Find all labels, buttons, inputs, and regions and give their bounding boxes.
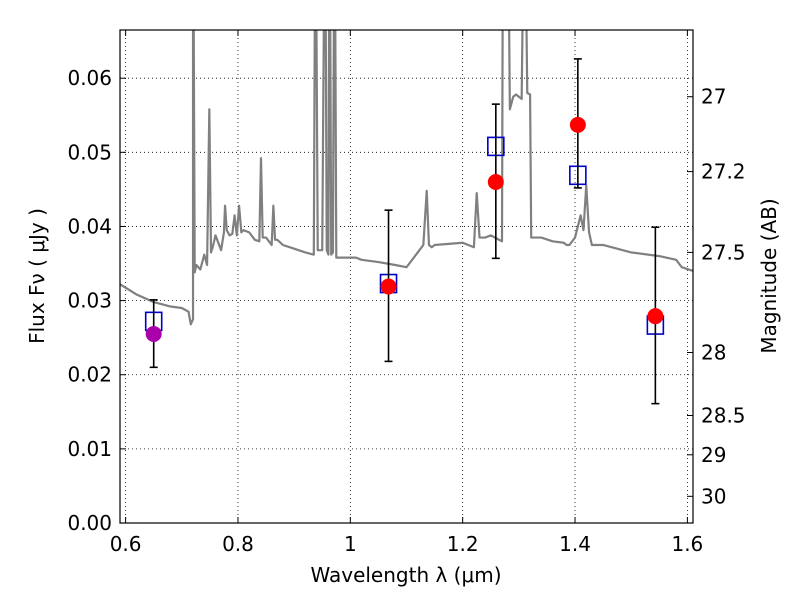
x-tick-label: 0.8 [222,532,254,556]
right-tick-label: 27.2 [701,160,746,184]
y-tick-label: 0.02 [67,363,112,387]
observed-point [647,308,664,325]
right-tick-label: 27.5 [701,240,746,264]
x-tick-label: 1.4 [559,532,591,556]
x-tick-label: 0.6 [110,532,142,556]
y-tick-label: 0.04 [67,214,112,238]
x-tick-label: 1.2 [447,532,479,556]
tick-layer: 0.6 0.8 1 1.2 1.4 1.6 0.00 0.01 0.02 0.03 0.04 0.05… [67,30,746,556]
observed-point [569,116,586,133]
x-tick-label: 1 [344,532,357,556]
y-tick-label: 0.03 [67,289,112,313]
observed-point [487,173,504,190]
series-layer [120,30,693,326]
x-tick-label: 1.6 [671,532,703,556]
y-axis-label: Flux Fν ( μJy ) [25,208,49,344]
y-tick-label: 0.05 [67,140,112,164]
y-tick-label: 0.01 [67,437,112,461]
right-tick-label: 27 [701,85,726,109]
plot-background [120,30,693,523]
right-tick-label: 28.5 [701,404,746,428]
observed-point [380,278,397,295]
right-tick-label: 28 [701,340,726,364]
right-tick-label: 29 [701,443,726,467]
plot-frame [119,29,694,524]
y-tick-label: 0.06 [67,66,112,90]
right-tick-label: 30 [701,484,726,508]
marker-layer [144,58,665,405]
right-axis-label: Magnitude (AB) [757,198,781,353]
spectrum-line [120,30,693,326]
observed-point [145,325,162,342]
x-axis-label: Wavelength λ (μm) [310,563,501,587]
y-tick-label: 0.00 [67,511,112,535]
